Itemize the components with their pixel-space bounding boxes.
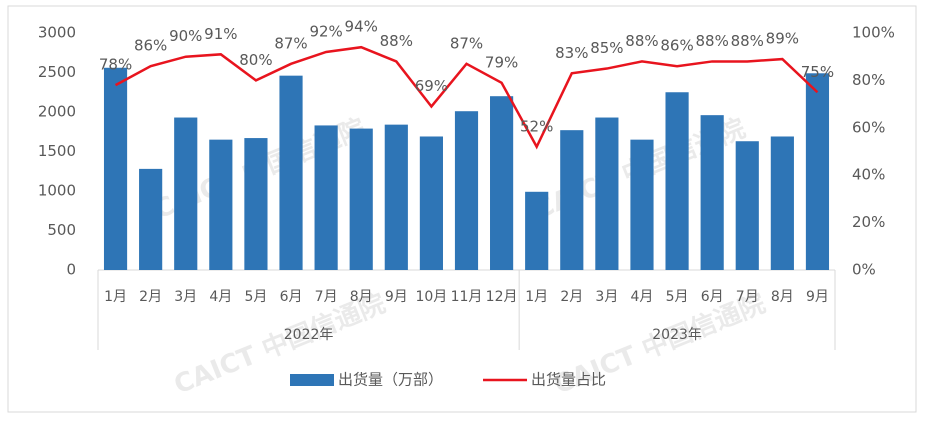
data-label: 94% xyxy=(345,18,378,36)
bar xyxy=(139,168,163,270)
x-tick-label: 6月 xyxy=(701,289,724,305)
bar xyxy=(103,67,128,270)
y-tick-label: 0 xyxy=(66,261,76,279)
data-label: 87% xyxy=(274,34,307,52)
data-label: 86% xyxy=(134,37,167,55)
y2-tick-label: 20% xyxy=(852,213,885,231)
bar xyxy=(490,96,514,270)
data-label: 75% xyxy=(801,63,834,81)
x-tick-label: 3月 xyxy=(174,289,197,305)
x-tick-label: 4月 xyxy=(631,289,654,305)
line xyxy=(114,45,819,150)
bar xyxy=(700,115,724,270)
data-label: 88% xyxy=(380,32,413,50)
data-label: 83% xyxy=(555,44,588,62)
data-label: 90% xyxy=(169,27,202,45)
bar xyxy=(174,117,198,270)
bar xyxy=(805,73,830,270)
x-tick-label: 8月 xyxy=(771,289,794,305)
data-label: 52% xyxy=(520,117,553,135)
x-tick-label: 8月 xyxy=(350,289,373,305)
x-tick-label: 9月 xyxy=(385,289,408,305)
x-tick-label: 2月 xyxy=(139,289,162,305)
x-tick-label: 3月 xyxy=(595,289,618,305)
x-tick-label: 1月 xyxy=(104,289,127,305)
bar xyxy=(279,75,303,270)
y-tick-label: 500 xyxy=(47,221,76,239)
bar xyxy=(560,130,584,270)
bar xyxy=(665,92,689,270)
y2-tick-label: 0% xyxy=(852,261,876,279)
bar xyxy=(209,139,233,270)
data-label: 91% xyxy=(204,25,237,43)
legend-label: 出货量（万部） xyxy=(338,371,443,389)
data-label: 86% xyxy=(660,37,693,55)
data-label: 85% xyxy=(590,39,623,57)
data-label: 80% xyxy=(239,51,272,69)
bar xyxy=(244,138,268,270)
data-label: 88% xyxy=(695,32,728,50)
x-tick-label: 6月 xyxy=(280,289,303,305)
legend-swatch xyxy=(290,374,334,386)
bar xyxy=(384,124,408,270)
bar xyxy=(770,136,794,270)
x-tick-label: 11月 xyxy=(451,289,483,305)
data-label: 87% xyxy=(450,34,483,52)
bar xyxy=(630,139,654,270)
y-tick-label: 2500 xyxy=(38,63,76,81)
y2-tick-label: 100% xyxy=(852,24,895,42)
x-tick-label: 9月 xyxy=(806,289,829,305)
data-label: 69% xyxy=(415,77,448,95)
data-label: 88% xyxy=(731,32,764,50)
x-tick-label: 7月 xyxy=(736,289,759,305)
data-label: 92% xyxy=(309,22,342,40)
legend-label: 出货量占比 xyxy=(531,371,606,389)
bar xyxy=(595,117,619,270)
x-tick-label: 10月 xyxy=(415,289,447,305)
y-tick-label: 3000 xyxy=(38,24,76,42)
y2-tick-label: 60% xyxy=(852,118,885,136)
bar xyxy=(314,125,338,271)
x-tick-label: 7月 xyxy=(315,289,338,305)
data-label: 79% xyxy=(485,53,518,71)
data-label: 88% xyxy=(625,32,658,50)
x-tick-label: 2月 xyxy=(560,289,583,305)
x-tick-label: 12月 xyxy=(486,289,518,305)
data-label: 89% xyxy=(766,30,799,48)
y-tick-label: 1000 xyxy=(38,182,76,200)
bar xyxy=(525,191,549,270)
group-label: 2023年 xyxy=(652,327,702,343)
y2-tick-label: 80% xyxy=(852,71,885,89)
y-tick-label: 2000 xyxy=(38,103,76,121)
y2-tick-label: 40% xyxy=(852,166,885,184)
bar xyxy=(735,141,759,270)
x-tick-label: 1月 xyxy=(525,289,548,305)
bar xyxy=(419,136,443,270)
x-tick-label: 4月 xyxy=(209,289,232,305)
group-label: 2022年 xyxy=(284,327,334,343)
y-tick-label: 1500 xyxy=(38,142,76,160)
bar xyxy=(454,111,479,271)
bar xyxy=(349,128,373,270)
x-tick-label: 5月 xyxy=(244,289,267,305)
x-tick-label: 5月 xyxy=(666,289,689,305)
data-label: 78% xyxy=(99,56,132,74)
